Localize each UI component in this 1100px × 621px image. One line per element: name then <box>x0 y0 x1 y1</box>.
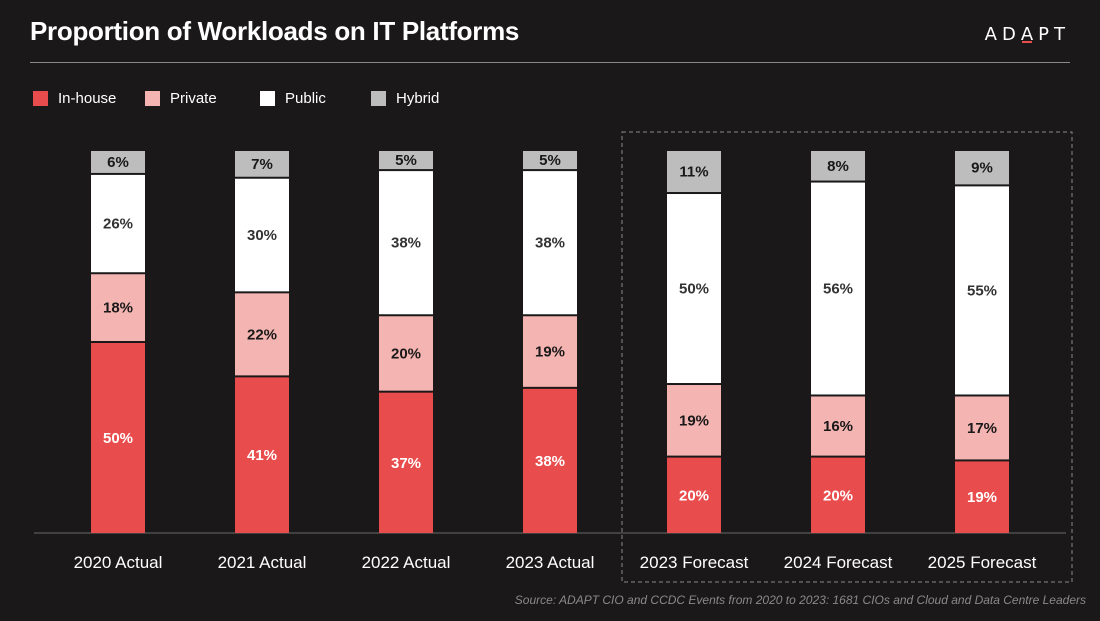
bar-in-house-2025-forecast <box>955 461 1009 533</box>
legend-item-hybrid: Hybrid <box>371 90 439 107</box>
data-label-in-house-2023-actual: 38% <box>535 453 565 470</box>
legend-swatch-private <box>145 91 160 106</box>
bar-private-2023-actual <box>523 316 577 387</box>
data-label-hybrid-2024-forecast: 8% <box>827 158 849 175</box>
data-label-hybrid-2023-forecast: 11% <box>679 164 708 181</box>
bar-private-2023-forecast <box>667 385 721 456</box>
bar-hybrid-2021-actual <box>235 151 289 177</box>
bar-private-2024-forecast <box>811 396 865 456</box>
title-divider <box>30 62 1070 63</box>
bar-hybrid-2025-forecast <box>955 151 1009 185</box>
bar-hybrid-2022-actual <box>379 151 433 170</box>
bar-hybrid-2023-forecast <box>667 151 721 193</box>
bar-in-house-2024-forecast <box>811 457 865 533</box>
data-label-public-2021-actual: 30% <box>247 227 277 244</box>
x-tick-label-2024-forecast: 2024 Forecast <box>784 553 893 572</box>
data-label-private-2023-forecast: 19% <box>679 412 709 429</box>
x-tick-label-2022-actual: 2022 Actual <box>362 553 451 572</box>
legend-label-public: Public <box>285 90 326 107</box>
data-label-in-house-2023-forecast: 20% <box>679 487 709 504</box>
data-label-public-2025-forecast: 55% <box>967 282 997 299</box>
x-tick-label-2023-forecast: 2023 Forecast <box>640 553 749 572</box>
legend-label-hybrid: Hybrid <box>396 90 440 107</box>
logo-text-left: AD <box>984 24 1021 45</box>
bar-in-house-2021-actual <box>235 377 289 533</box>
data-label-private-2020-actual: 18% <box>103 300 133 317</box>
data-label-private-2023-actual: 19% <box>535 344 565 361</box>
chart-title: Proportion of Workloads on IT Platforms <box>30 16 520 46</box>
data-label-in-house-2021-actual: 41% <box>247 447 277 464</box>
bar-public-2025-forecast <box>955 186 1009 395</box>
bar-in-house-2022-actual <box>379 392 433 533</box>
bar-private-2022-actual <box>379 316 433 391</box>
bar-private-2020-actual <box>91 274 145 341</box>
data-label-hybrid-2021-actual: 7% <box>251 156 273 173</box>
bar-in-house-2020-actual <box>91 343 145 533</box>
data-label-public-2023-forecast: 50% <box>679 281 709 298</box>
legend-label-private: Private <box>170 90 217 107</box>
logo-text-accent: A <box>1020 24 1039 45</box>
bar-hybrid-2024-forecast <box>811 151 865 181</box>
x-tick-label-2023-actual: 2023 Actual <box>506 553 595 572</box>
data-label-in-house-2025-forecast: 19% <box>967 489 997 506</box>
x-tick-label-2021-actual: 2021 Actual <box>218 553 307 572</box>
logo-text-right: PT <box>1038 24 1070 45</box>
data-label-private-2024-forecast: 16% <box>823 418 853 435</box>
data-label-public-2024-forecast: 56% <box>823 281 853 298</box>
bar-public-2024-forecast <box>811 182 865 395</box>
legend-swatch-hybrid <box>371 91 386 106</box>
data-label-public-2020-actual: 26% <box>103 216 133 233</box>
x-tick-label-2025-forecast: 2025 Forecast <box>928 553 1037 572</box>
bar-public-2023-actual <box>523 171 577 315</box>
adapt-logo: ADAPT <box>985 24 1070 45</box>
data-label-hybrid-2025-forecast: 9% <box>971 160 993 177</box>
forecast-frame <box>621 131 1073 583</box>
bar-public-2021-actual <box>235 178 289 292</box>
data-label-public-2023-actual: 38% <box>535 235 565 252</box>
bar-in-house-2023-forecast <box>667 457 721 533</box>
x-tick-label-2020-actual: 2020 Actual <box>74 553 163 572</box>
bar-hybrid-2020-actual <box>91 151 145 173</box>
bar-hybrid-2023-actual <box>523 151 577 170</box>
legend-swatch-public <box>260 91 275 106</box>
legend-item-in-house: In-house <box>33 90 116 107</box>
bar-private-2025-forecast <box>955 396 1009 460</box>
data-label-in-house-2022-actual: 37% <box>391 455 421 472</box>
data-label-private-2025-forecast: 17% <box>967 420 997 437</box>
source-note: Source: ADAPT CIO and CCDC Events from 2… <box>514 593 1086 607</box>
data-label-hybrid-2020-actual: 6% <box>107 154 129 171</box>
data-label-private-2022-actual: 20% <box>391 345 421 362</box>
data-label-private-2021-actual: 22% <box>247 326 277 343</box>
legend-item-public: Public <box>260 90 326 107</box>
legend-swatch-in-house <box>33 91 48 106</box>
bar-public-2022-actual <box>379 171 433 315</box>
bar-public-2023-forecast <box>667 194 721 384</box>
bar-public-2020-actual <box>91 174 145 273</box>
data-label-in-house-2024-forecast: 20% <box>823 487 853 504</box>
data-label-in-house-2020-actual: 50% <box>103 430 133 447</box>
data-label-public-2022-actual: 38% <box>391 235 421 252</box>
data-label-hybrid-2023-actual: 5% <box>539 152 561 169</box>
bar-private-2021-actual <box>235 293 289 376</box>
legend-label-in-house: In-house <box>58 90 117 107</box>
data-label-hybrid-2022-actual: 5% <box>395 152 417 169</box>
legend-item-private: Private <box>145 90 217 107</box>
bar-in-house-2023-actual <box>523 388 577 533</box>
